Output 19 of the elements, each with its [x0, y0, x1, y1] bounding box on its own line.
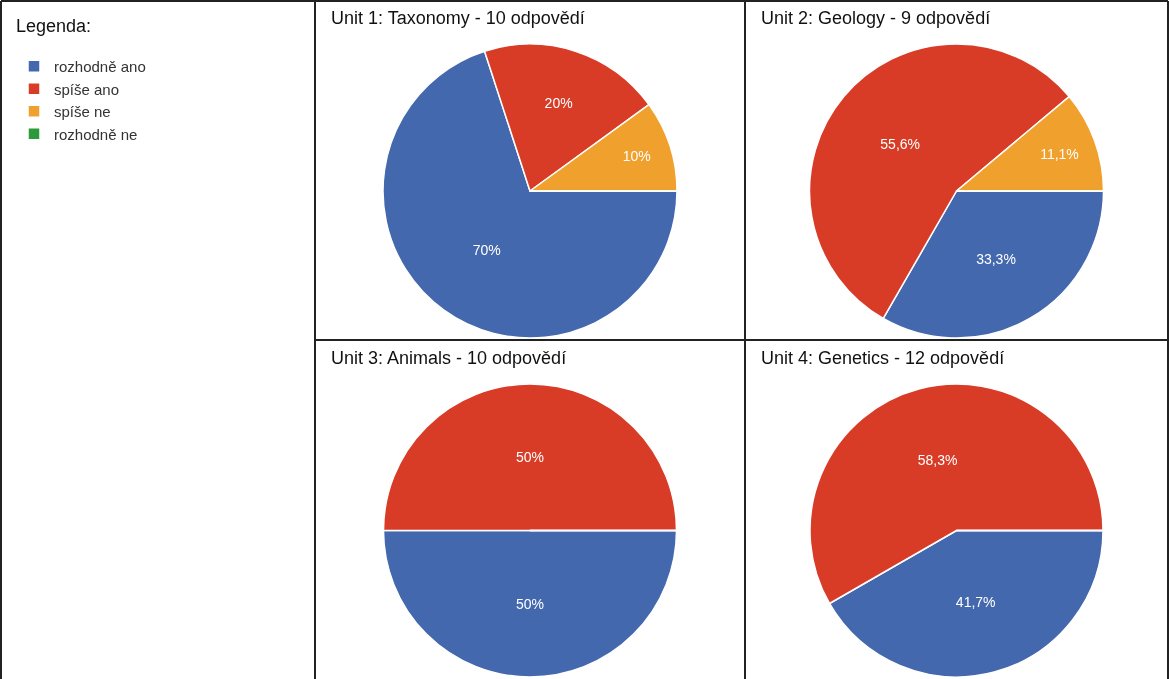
data-label: 33,3%: [976, 251, 1016, 268]
legend-label: spíše ano: [54, 80, 120, 98]
data-label: 50%: [515, 595, 545, 612]
data-label: 11,1%: [1040, 145, 1079, 162]
legend-label: rozhodně ano: [54, 58, 146, 76]
legend-title: Legenda:: [16, 16, 92, 36]
chart-title: Unit 2: Geology - 9 odpovědí: [761, 8, 991, 28]
data-label: 41,7%: [955, 594, 996, 611]
data-label: 20%: [544, 94, 573, 111]
chart-title: Unit 3: Animals - 10 odpovědí: [331, 348, 567, 368]
chart-title: Unit 1: Taxonomy - 10 odpovědí: [331, 8, 585, 28]
chart-title: Unit 4: Genetics - 12 odpovědí: [761, 348, 1005, 368]
data-label: 70%: [472, 242, 501, 259]
data-label: 50%: [515, 449, 545, 466]
data-label: 58,3%: [917, 451, 958, 468]
data-label: 10%: [622, 148, 651, 165]
legend-label: rozhodně ne: [54, 125, 138, 143]
data-label: 55,6%: [880, 135, 921, 152]
legend-label: spíše ne: [54, 103, 111, 121]
